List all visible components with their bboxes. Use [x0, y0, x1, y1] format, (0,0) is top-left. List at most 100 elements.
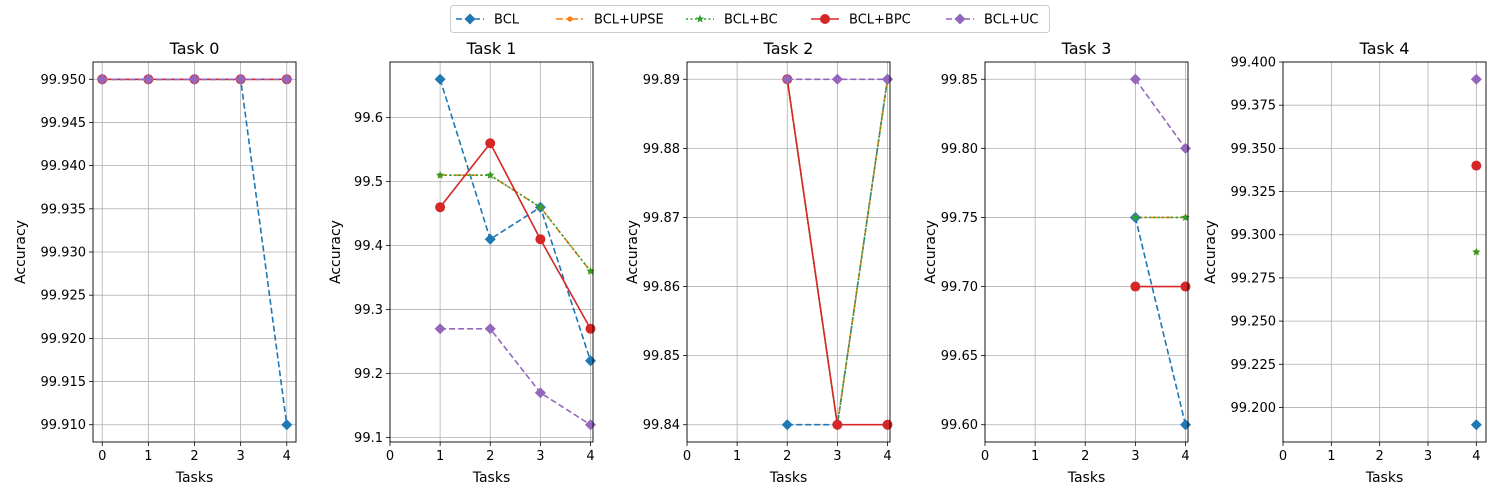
data-point-bcl-uc [1470, 73, 1482, 85]
data-point-bcl-uc [1129, 73, 1141, 85]
data-point-bcl-uc [96, 73, 108, 85]
series-line-bcl-bc [440, 174, 592, 272]
x-tick-label: 0 [98, 449, 106, 464]
y-axis-label: Accuracy [1203, 220, 1219, 284]
y-axis-label: Accuracy [13, 220, 29, 284]
x-tick-label: 1 [436, 449, 444, 464]
x-tick-label: 3 [536, 449, 544, 464]
series-layer [1134, 78, 1187, 425]
y-tick-label: 99.935 [41, 202, 87, 217]
y-axis-label: Accuracy [328, 220, 344, 284]
x-tick-label: 3 [1131, 449, 1139, 464]
data-point-bcl-bpc [585, 323, 596, 334]
y-tick-label: 99.910 [41, 418, 87, 433]
legend-entry-bcl: BCL [456, 13, 520, 28]
x-tick-label: 4 [1472, 449, 1480, 464]
x-tick-label: 4 [283, 449, 291, 464]
x-tick-label: 1 [733, 449, 741, 464]
y-tick-label: 99.300 [1231, 228, 1277, 243]
y-tick-label: 99.3 [354, 303, 383, 318]
legend-entry-bcl-bpc: BCL+BPC [811, 13, 911, 28]
legend: BCL BCL+UPSE BCL+BC BCL+BPC BCL+UC [450, 5, 1050, 33]
legend-marker-bcl [464, 13, 476, 25]
subplot-title: Task 2 [763, 39, 814, 58]
data-point-bcl-uc [534, 387, 546, 399]
y-tick-label: 99.89 [643, 73, 680, 88]
subplot-title: Task 0 [169, 39, 220, 58]
data-point-bcl [1470, 419, 1482, 431]
y-tick-label: 99.60 [941, 418, 978, 433]
x-axis-label: Tasks [175, 470, 214, 486]
y-tick-label: 99.915 [41, 375, 87, 390]
y-tick-label: 99.400 [1231, 56, 1277, 71]
subplot-task-2: 0 1 2 3 4 99.84 99.85 99.86 99.87 99.88 99.89 Task … [625, 39, 893, 486]
y-tick-label: 99.2 [354, 367, 383, 382]
x-tick-label: 2 [486, 449, 494, 464]
y-tick-label: 99.5 [354, 175, 383, 190]
y-tick-label: 99.84 [643, 418, 680, 433]
data-point-bcl-bpc [832, 419, 843, 430]
data-point-bcl-uc [434, 323, 446, 335]
legend-entry-bcl-uc: BCL+UC [946, 13, 1039, 28]
subplot-title: Task 1 [466, 39, 517, 58]
data-point-bcl-uc [484, 323, 496, 335]
x-tick-label: 2 [783, 449, 791, 464]
data-point-bcl-uc [235, 73, 247, 85]
legend-marker-bcl-bc [695, 14, 705, 23]
data-point-bcl-bpc [535, 234, 546, 245]
x-tick-label: 0 [386, 449, 394, 464]
y-tick-label: 99.325 [1231, 185, 1277, 200]
legend-frame [450, 5, 1050, 33]
x-tick-label: 4 [1181, 449, 1189, 464]
y-tick-label: 99.86 [643, 280, 680, 295]
plot-area [985, 62, 1188, 442]
axes-frame [389, 61, 594, 443]
x-tick-label: 1 [1327, 449, 1335, 464]
legend-label-bcl-uc: BCL+UC [984, 13, 1039, 28]
x-tick-label: 0 [981, 449, 989, 464]
x-tick-label: 3 [236, 449, 244, 464]
legend-label-bcl-upse: BCL+UPSE [594, 13, 664, 28]
marker-layer [96, 73, 293, 431]
x-tick-label: 1 [1031, 449, 1039, 464]
y-tick-label: 99.925 [41, 289, 87, 304]
subplot-title: Task 4 [1359, 39, 1410, 58]
data-point-bcl-bc [536, 202, 545, 211]
x-tick-label: 4 [586, 449, 594, 464]
legend-entry-bcl-upse: BCL+UPSE [556, 13, 664, 28]
data-point-bcl-uc [142, 73, 154, 85]
x-axis-label: Tasks [769, 470, 808, 486]
y-tick-label: 99.75 [941, 211, 978, 226]
data-point-bcl-uc [831, 73, 843, 85]
x-tick-label: 0 [1279, 449, 1287, 464]
y-tick-label: 99.200 [1231, 401, 1277, 416]
x-axis-label: Tasks [1067, 470, 1106, 486]
series-line-bcl-bc [786, 79, 889, 426]
x-tick-label: 2 [1081, 449, 1089, 464]
axes-frame [92, 61, 297, 443]
axes-frame [686, 61, 891, 443]
data-point-bcl-bc [586, 266, 595, 275]
x-axis-label: Tasks [472, 470, 511, 486]
y-tick-label: 99.945 [41, 116, 87, 131]
y-tick-label: 99.225 [1231, 358, 1277, 373]
marker-layer [1470, 73, 1482, 431]
y-tick-label: 99.80 [941, 142, 978, 157]
x-tick-label: 3 [833, 449, 841, 464]
y-tick-label: 99.940 [41, 159, 87, 174]
y-tick-label: 99.6 [354, 111, 383, 126]
data-point-bcl [781, 419, 793, 431]
legend-marker-bcl-uc [954, 13, 966, 25]
x-tick-label: 0 [683, 449, 691, 464]
y-tick-label: 99.88 [643, 142, 680, 157]
data-point-bcl [434, 73, 446, 85]
data-point-bcl-uc [781, 73, 793, 85]
y-tick-label: 99.70 [941, 280, 978, 295]
y-tick-label: 99.65 [941, 349, 978, 364]
x-tick-label: 4 [883, 449, 891, 464]
series-line-bcl-uc [1134, 78, 1187, 149]
series-line-bcl-bpc [439, 142, 592, 330]
subplot-task-4: 0 1 2 3 4 99.200 99.225 99.250 99.275 99.300 99.32… [1203, 39, 1487, 486]
subplot-task-0: 0 1 2 3 4 99.910 99.915 99.920 99.925 99.930 99.93… [13, 39, 297, 486]
